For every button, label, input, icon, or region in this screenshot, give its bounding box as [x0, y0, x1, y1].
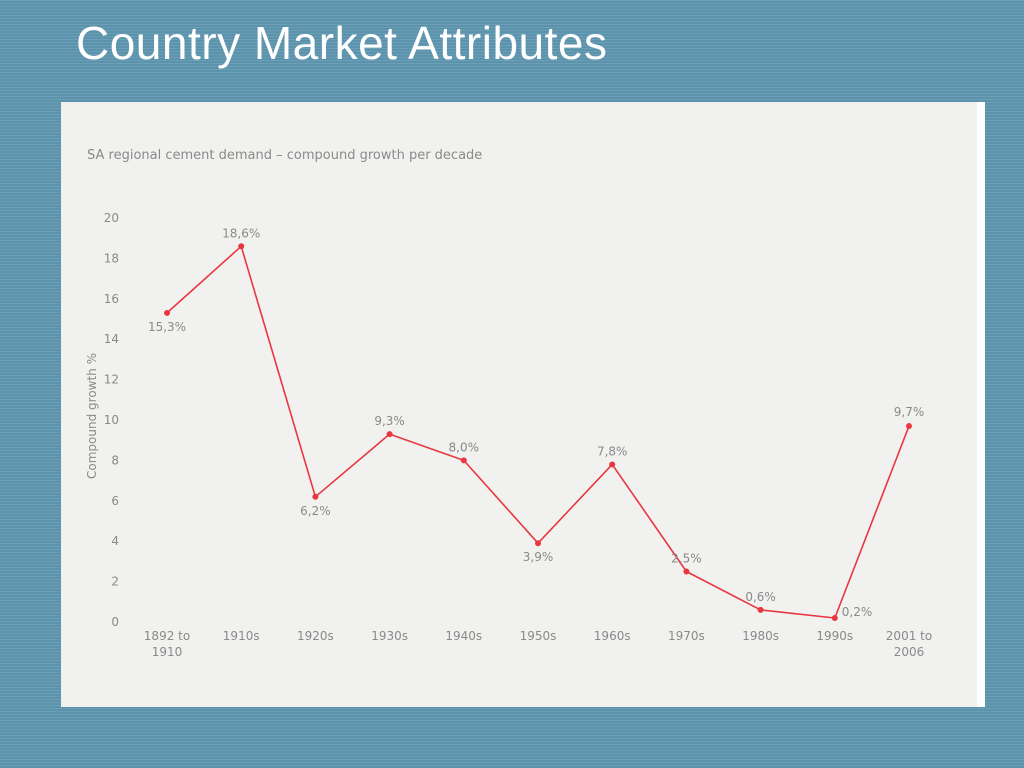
- data-label: 6,2%: [300, 504, 331, 518]
- data-point: [238, 243, 245, 250]
- data-label: 8,0%: [449, 440, 480, 454]
- data-point: [386, 431, 393, 438]
- data-label: 2,5%: [671, 552, 702, 566]
- data-label: 0,2%: [842, 605, 873, 619]
- y-tick-label: 20: [104, 211, 119, 225]
- y-tick-label: 16: [104, 292, 119, 306]
- data-point: [609, 461, 616, 468]
- x-tick-label: 1950s: [520, 629, 557, 643]
- y-tick-label: 10: [104, 413, 119, 427]
- y-tick-label: 4: [111, 534, 119, 548]
- chart-title: SA regional cement demand – compound gro…: [87, 148, 483, 163]
- y-tick-label: 2: [111, 575, 119, 589]
- data-point: [312, 493, 319, 500]
- data-label: 15,3%: [148, 320, 186, 334]
- x-tick-label: 1892 to 1910: [144, 629, 190, 659]
- y-axis-title: Compound growth %: [85, 353, 99, 479]
- x-tick-label: 1990s: [816, 629, 853, 643]
- x-tick-label: 1930s: [371, 629, 408, 643]
- data-point: [535, 540, 541, 547]
- data-point: [460, 457, 467, 464]
- data-point: [164, 309, 170, 316]
- data-label: 0,6%: [745, 590, 776, 604]
- y-tick-label: 18: [104, 251, 119, 265]
- data-label: 18,6%: [222, 226, 260, 240]
- data-points: [164, 243, 912, 621]
- y-tick-label: 8: [111, 453, 119, 467]
- data-point: [831, 614, 838, 621]
- data-label: 7,8%: [597, 444, 628, 458]
- slide-title: Country Market Attributes: [76, 17, 608, 69]
- x-tick-label: 1910s: [223, 629, 260, 643]
- y-tick-label: 14: [104, 332, 119, 346]
- x-tick-label: 1970s: [668, 629, 705, 643]
- x-tick-label: 1940s: [445, 629, 482, 643]
- data-point: [683, 568, 690, 575]
- data-point: [757, 606, 764, 613]
- data-label: 3,9%: [523, 550, 554, 564]
- x-tick-label: 1960s: [594, 629, 631, 643]
- x-tick-label: 2001 to 2006: [886, 629, 932, 659]
- y-tick-label: 6: [111, 494, 119, 508]
- data-labels: 15,3% 18,6% 6,2% 9,3% 8,0% 3,9% 7,8% 2,5% 0,6% 0,…: [148, 226, 924, 619]
- line-chart: Compound growth % 0 2 4 6 8 10 12 14 16 18 20 1892…: [85, 211, 932, 659]
- data-point: [906, 423, 912, 430]
- y-axis-label: Compound growth %: [85, 353, 99, 479]
- y-tick-label: 12: [104, 373, 119, 387]
- x-tick-label: 1920s: [297, 629, 334, 643]
- y-tick-labels: 0 2 4 6 8 10 12 14 16 18 20: [104, 211, 119, 629]
- x-tick-label: 1980s: [742, 629, 779, 643]
- chart-panel: SA regional cement demand – compound gro…: [61, 102, 985, 707]
- data-label: 9,7%: [894, 405, 925, 419]
- y-tick-label: 0: [111, 615, 119, 629]
- x-tick-labels: 1892 to 1910 1910s 1920s 1930s 1940s 1950s 1960…: [144, 629, 932, 659]
- data-label: 9,3%: [374, 414, 405, 428]
